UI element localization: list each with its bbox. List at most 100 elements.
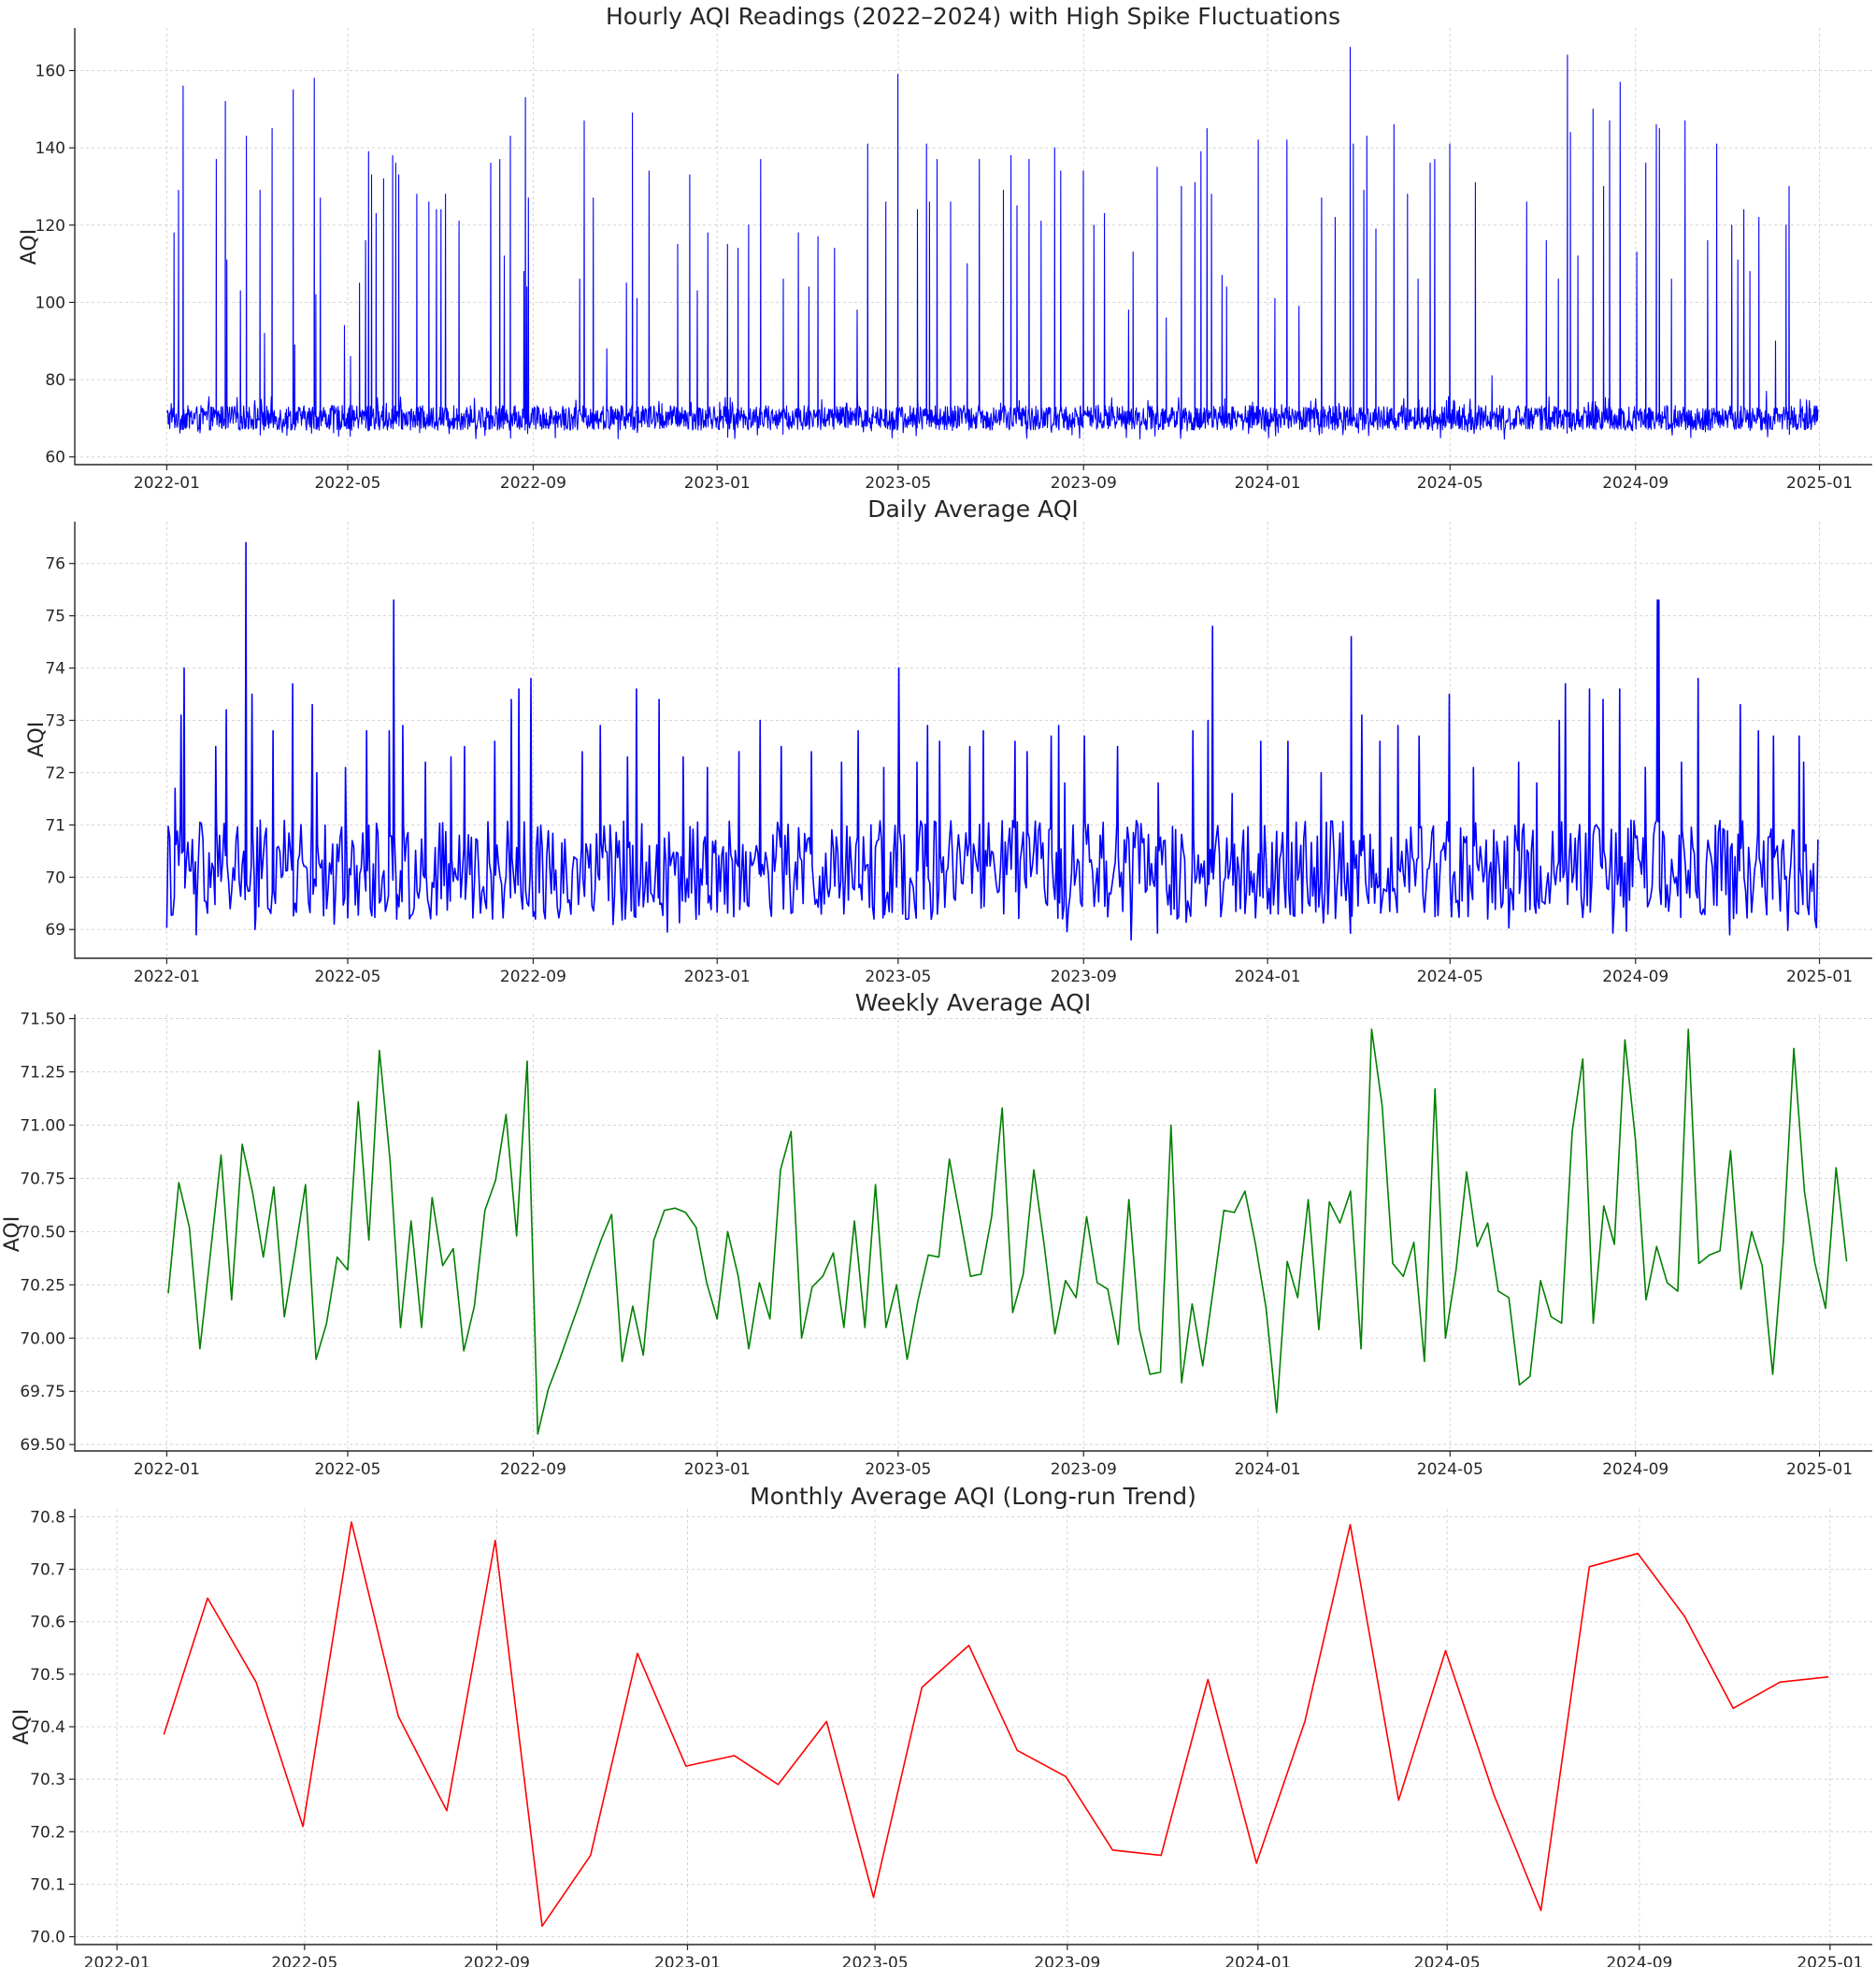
x-tick-label: 2022-01 [134, 474, 200, 493]
y-tick-label: 71.25 [20, 1064, 65, 1083]
x-tick-label: 2023-09 [1034, 1954, 1100, 1967]
y-tick-label: 69 [45, 921, 65, 940]
y-tick-label: 70.50 [20, 1223, 65, 1242]
y-tick-label: 70.0 [30, 1929, 65, 1947]
axis-spines [74, 28, 1872, 466]
x-tick-label: 2024-01 [1235, 474, 1301, 493]
axis-spines [74, 522, 1872, 959]
x-tick-label: 2022-05 [271, 1954, 337, 1967]
x-tick-label: 2025-01 [1797, 1954, 1863, 1967]
y-tick-label: 70.8 [30, 1508, 65, 1527]
data-series [167, 1028, 1848, 1435]
y-tick-label: 70.1 [30, 1875, 65, 1894]
y-axis-label: AQI [25, 722, 49, 757]
x-tick-label: 2023-01 [654, 1954, 721, 1967]
x-tick-label: 2023-05 [865, 474, 931, 493]
y-tick-label: 120 [36, 217, 65, 236]
data-series [165, 541, 1819, 941]
y-tick-label: 73 [45, 712, 65, 731]
x-tick-label: 2025-01 [1786, 968, 1853, 986]
axes: 2022-01 2022-05 2022-09 2023-01 2023-05 2023-… [45, 522, 1872, 986]
x-tick-label: 2022-09 [464, 1954, 530, 1967]
x-tick-label: 2022-01 [84, 1954, 150, 1967]
daily-aqi-panel: Daily Average AQI AQI 2022-01 2022-05 2022… [25, 495, 1872, 986]
y-axis-label: AQI [1, 1216, 24, 1252]
x-tick-label: 2022-09 [500, 1460, 566, 1479]
y-tick-label: 76 [45, 555, 65, 574]
y-tick-label: 69.50 [20, 1436, 65, 1455]
gridlines [75, 1014, 1872, 1451]
x-tick-label: 2022-09 [500, 968, 566, 986]
x-tick-label: 2023-01 [684, 474, 751, 493]
y-tick-label: 71.00 [20, 1116, 65, 1135]
x-tick-label: 2023-09 [1051, 1460, 1117, 1479]
x-tick-label: 2024-09 [1606, 1954, 1672, 1967]
y-tick-label: 70.5 [30, 1666, 65, 1685]
aqi-series-line [167, 1028, 1848, 1435]
y-tick-label: 70.2 [30, 1823, 65, 1842]
x-tick-label: 2024-05 [1414, 1954, 1481, 1967]
axes: 2022-01 2022-05 2022-09 2023-01 2023-05 2023-… [30, 1508, 1872, 1967]
x-tick-label: 2024-05 [1417, 968, 1483, 986]
x-tick-label: 2022-05 [314, 474, 380, 493]
y-tick-label: 70.00 [20, 1329, 65, 1348]
y-tick-label: 75 [45, 608, 65, 626]
x-tick-label: 2023-05 [865, 1460, 931, 1479]
x-tick-label: 2023-05 [842, 1954, 909, 1967]
y-tick-label: 70.4 [30, 1718, 65, 1737]
y-tick-label: 80 [45, 371, 65, 390]
x-tick-label: 2024-09 [1602, 1460, 1668, 1479]
axis-spines [74, 1509, 1872, 1945]
x-tick-label: 2023-09 [1051, 968, 1117, 986]
axes: 2022-01 2022-05 2022-09 2023-01 2023-05 2023-… [20, 1011, 1872, 1479]
chart-title: Hourly AQI Readings (2022–2024) with Hig… [606, 3, 1340, 30]
y-tick-label: 69.75 [20, 1383, 65, 1401]
x-tick-label: 2022-05 [314, 968, 380, 986]
y-tick-label: 74 [45, 660, 65, 679]
data-series [165, 47, 1819, 440]
chart-title: Weekly Average AQI [855, 989, 1092, 1016]
x-tick-label: 2024-05 [1417, 1460, 1483, 1479]
gridlines [75, 28, 1872, 465]
gridlines [75, 1509, 1872, 1945]
y-tick-label: 70.7 [30, 1561, 65, 1580]
y-tick-label: 100 [36, 294, 65, 312]
y-tick-label: 140 [36, 139, 65, 158]
x-tick-label: 2025-01 [1786, 1460, 1853, 1479]
axes: 2022-01 2022-05 2022-09 2023-01 2023-05 2023-… [36, 28, 1872, 493]
y-tick-label: 70.25 [20, 1276, 65, 1295]
axis-spines [74, 1014, 1872, 1452]
y-tick-label: 70.75 [20, 1170, 65, 1188]
y-tick-label: 70 [45, 869, 65, 887]
x-tick-label: 2022-01 [134, 968, 200, 986]
y-tick-label: 60 [45, 449, 65, 467]
x-tick-label: 2024-09 [1602, 474, 1668, 493]
x-tick-label: 2023-01 [684, 968, 751, 986]
x-tick-label: 2022-05 [314, 1460, 380, 1479]
y-axis-label: AQI [18, 229, 41, 265]
x-tick-label: 2023-01 [684, 1460, 751, 1479]
chart-title: Daily Average AQI [867, 495, 1079, 523]
y-tick-label: 160 [36, 62, 65, 80]
y-tick-label: 70.3 [30, 1771, 65, 1789]
y-tick-label: 72 [45, 764, 65, 782]
x-tick-label: 2023-09 [1051, 474, 1117, 493]
chart-title: Monthly Average AQI (Long-run Trend) [750, 1483, 1196, 1510]
data-series [163, 1521, 1829, 1928]
aqi-series-line [165, 541, 1819, 941]
x-tick-label: 2024-01 [1235, 1460, 1301, 1479]
x-tick-label: 2024-09 [1602, 968, 1668, 986]
x-tick-label: 2024-01 [1235, 968, 1301, 986]
aqi-series-line [165, 47, 1819, 440]
x-tick-label: 2025-01 [1786, 474, 1853, 493]
x-tick-label: 2024-05 [1417, 474, 1483, 493]
x-tick-label: 2024-01 [1224, 1954, 1291, 1967]
monthly-aqi-panel: Monthly Average AQI (Long-run Trend) AQI… [10, 1483, 1872, 1967]
x-tick-label: 2022-09 [500, 474, 566, 493]
aqi-series-line [163, 1521, 1829, 1928]
y-tick-label: 71 [45, 816, 65, 835]
x-tick-label: 2023-05 [865, 968, 931, 986]
weekly-aqi-panel: Weekly Average AQI AQI 2022-01 2022-05 202… [1, 989, 1872, 1479]
